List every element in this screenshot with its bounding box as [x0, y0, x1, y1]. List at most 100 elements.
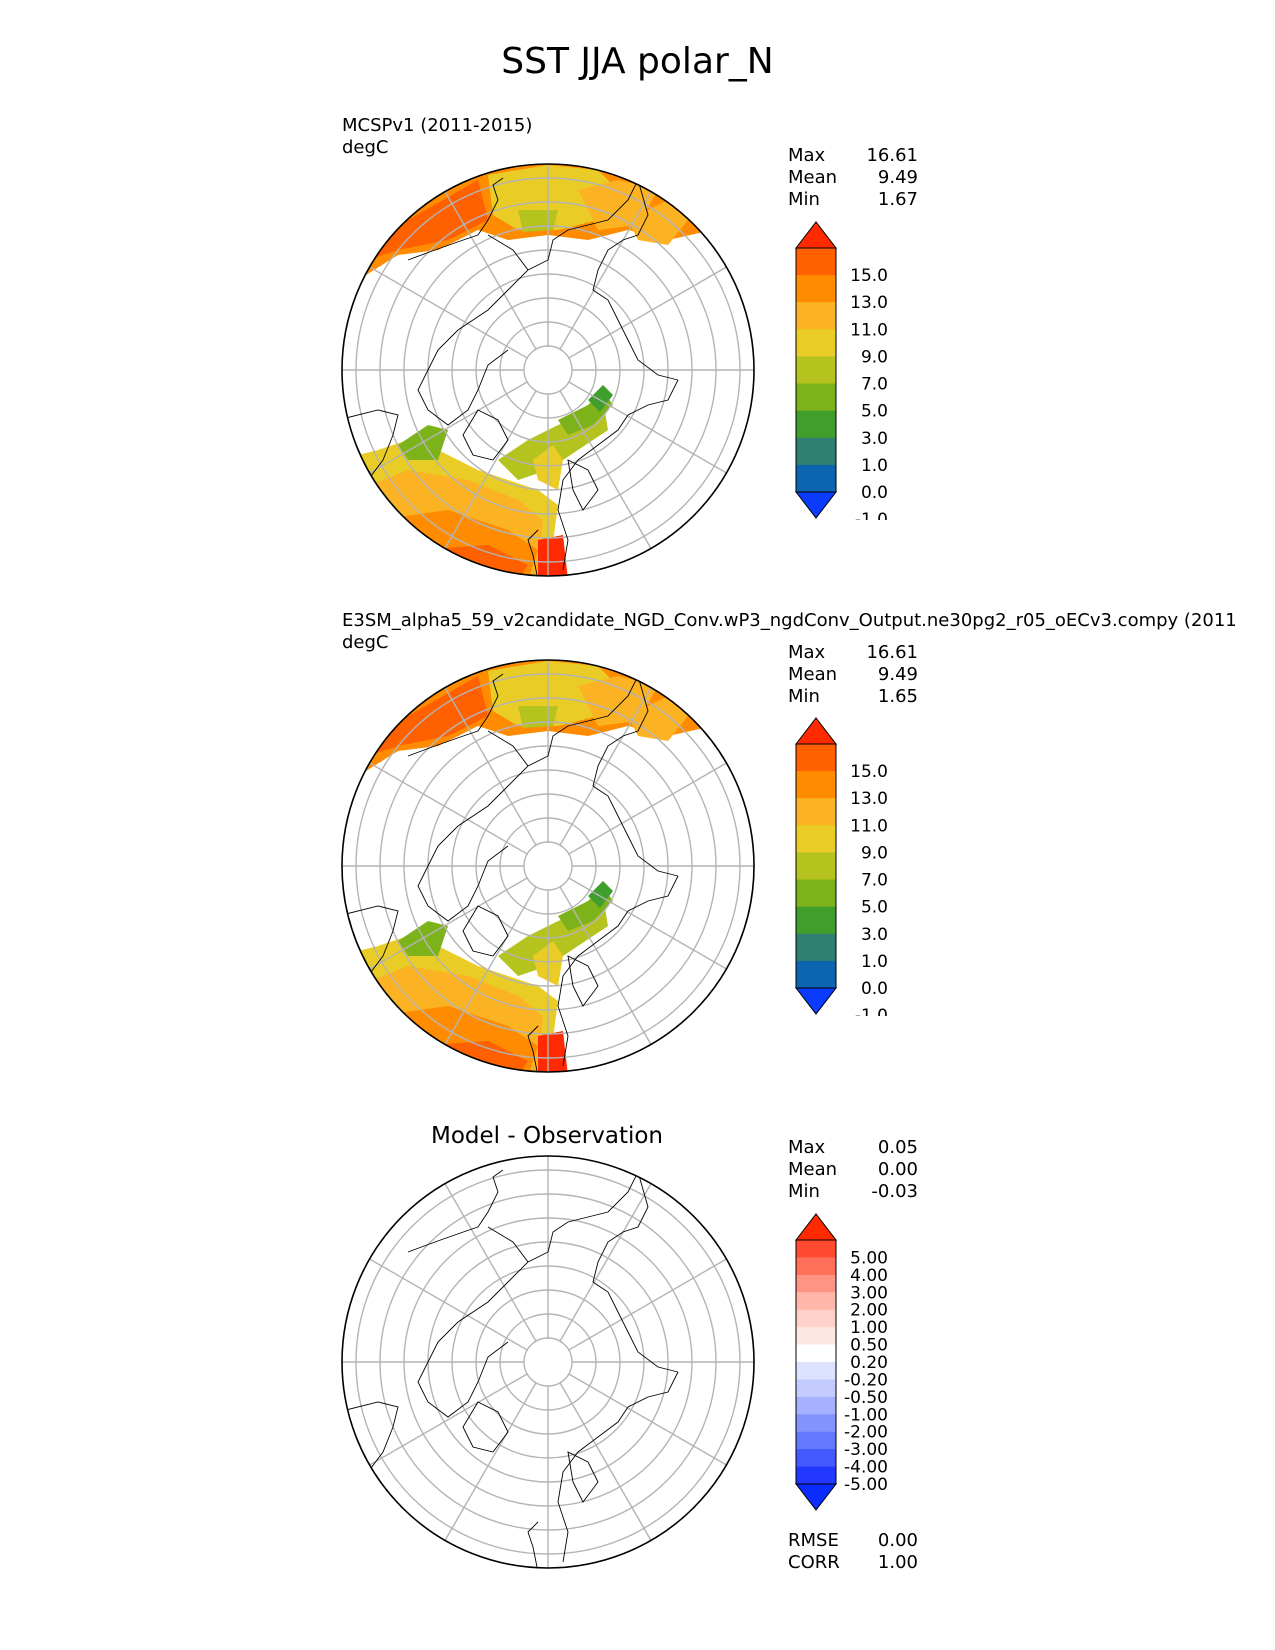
stat-value: 9.49: [877, 664, 918, 685]
coastline: [417, 730, 529, 922]
colorbar-band: [796, 1431, 836, 1450]
meridian-gridline: [559, 390, 652, 549]
map-content: [342, 1156, 754, 1568]
ocean-mediterranean: [538, 1031, 568, 1072]
coastline: [462, 905, 509, 957]
colorbar-band: [796, 383, 836, 412]
panel-2-stats: Max 16.61 Mean 9.49 Min 1.65: [788, 642, 918, 708]
colorbar-band: [796, 960, 836, 989]
colorbar-tick-label: 0.20: [850, 1353, 888, 1373]
meridian-gridline: [369, 1258, 528, 1351]
coastline: [342, 409, 399, 481]
colorbar-band: [796, 906, 836, 935]
colorbar-over-triangle: [794, 1213, 838, 1241]
metric-value: 1.00: [877, 1552, 918, 1573]
colorbar-under-triangle: [794, 1483, 838, 1511]
meridian-gridline: [559, 886, 652, 1045]
coastline: [567, 459, 599, 511]
colorbar-band: [796, 302, 836, 330]
panel-1-colorbar: 15.0 13.0 11.0 9.0 7.0 5.0 3.0 1.0 0.0 -1.0: [794, 221, 888, 520]
colorbar-tick-label: 11.0: [850, 320, 888, 340]
coastline: [527, 1521, 539, 1568]
ocean-mediterranean: [538, 535, 568, 576]
meridian-gridline: [444, 1382, 537, 1541]
meridian-gridline: [369, 762, 528, 855]
coastline: [557, 1371, 679, 1563]
colorbar-tick-label: 9.0: [861, 843, 888, 863]
colorbar-tick-label: 15.0: [850, 266, 888, 286]
colorbar-over-triangle: [794, 717, 838, 745]
colorbar-band: [796, 410, 836, 439]
colorbar-tick-label: 1.0: [861, 952, 888, 972]
colorbar-tick-label: -1.00: [844, 1405, 888, 1425]
map-border: [341, 163, 755, 577]
colorbar-band: [796, 1274, 836, 1293]
colorbar-band: [796, 437, 836, 466]
meridian-gridline: [444, 390, 537, 549]
colorbar-band: [796, 275, 836, 303]
colorbar-band: [796, 1344, 836, 1363]
latitude-gridline: [523, 345, 573, 395]
stat-name: Max: [788, 145, 826, 166]
coastline: [557, 875, 679, 1067]
meridian-gridline: [444, 886, 537, 1045]
colorbar-band: [796, 1257, 836, 1276]
colorbar-band: [796, 1466, 836, 1485]
colorbar-band: [796, 852, 836, 881]
meridian-gridline: [369, 266, 528, 359]
stat-name: Mean: [788, 167, 838, 188]
metric-name: CORR: [788, 1552, 840, 1573]
colorbar-band: [796, 1240, 836, 1259]
panel-3-title: Model - Observation: [430, 1123, 664, 1149]
coastline: [567, 955, 599, 1007]
coastline: [592, 1171, 679, 1373]
coastline: [417, 1226, 529, 1418]
panel-2-colorbar: 15.0 13.0 11.0 9.0 7.0 5.0 3.0 1.0 0.0 -1.0: [794, 717, 888, 1016]
stat-value: 1.67: [877, 189, 918, 210]
colorbar-frame: [795, 247, 837, 493]
colorbar-tick-label: 3.0: [861, 925, 888, 945]
stat-name: Mean: [788, 664, 838, 685]
colorbar-tick-label: 0.0: [861, 483, 888, 503]
colorbar-tick-label: 15.0: [850, 762, 888, 782]
coastline: [592, 675, 679, 877]
stat-value: 0.05: [877, 1137, 918, 1158]
stat-value: -0.03: [871, 1181, 918, 1202]
colorbar-tick-label: 3.0: [861, 429, 888, 449]
meridian-gridline: [444, 687, 537, 846]
colorbar-band: [796, 1327, 836, 1346]
colorbar-band: [796, 1449, 836, 1468]
colorbar-band: [796, 771, 836, 799]
meridian-gridline: [369, 1373, 528, 1466]
colorbar-tick-label: -0.20: [844, 1370, 888, 1390]
meridian-gridline: [559, 1382, 652, 1541]
meridian-gridline: [568, 877, 727, 970]
meridian-gridline: [568, 381, 727, 474]
meridian-gridline: [559, 687, 652, 846]
colorbar-under-triangle: [794, 491, 838, 519]
coastline: [527, 1171, 639, 1263]
stat-value: 16.61: [866, 145, 918, 166]
coastline: [527, 675, 639, 767]
colorbar-tick-label: -3.00: [844, 1440, 888, 1460]
ocean-alaska-east: [628, 200, 688, 245]
ocean-barents-east: [588, 385, 613, 412]
colorbar-tick-label: 11.0: [850, 816, 888, 836]
panel-3-metrics: RMSE 0.00 CORR 1.00: [788, 1530, 918, 1574]
meridian-gridline: [444, 191, 537, 350]
colorbar-band: [796, 744, 836, 772]
colorbar-frame: [795, 1239, 837, 1485]
stat-value: 0.00: [877, 1159, 918, 1180]
colorbar-tick-label: -0.50: [844, 1388, 888, 1408]
coastline: [342, 1401, 399, 1473]
colorbar-band: [796, 248, 836, 276]
coastline: [527, 179, 639, 271]
colorbar-band: [796, 356, 836, 385]
panel-2-units: degC: [342, 632, 389, 653]
meridian-gridline: [444, 1183, 537, 1342]
panel-1-label: MCSPv1 (2011-2015): [342, 115, 533, 136]
ocean-barents-east: [588, 881, 613, 908]
latitude-gridline: [523, 841, 573, 891]
stat-value: 9.49: [877, 167, 918, 188]
colorbar-band: [796, 1292, 836, 1311]
